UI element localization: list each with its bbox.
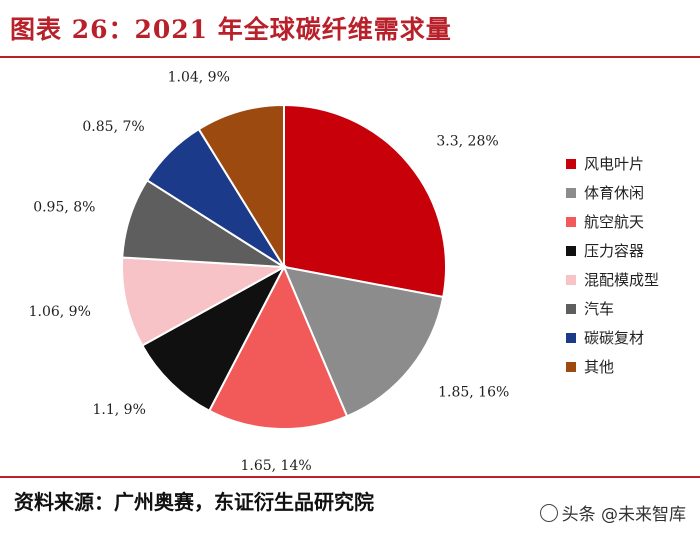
legend-swatch-7 [566, 362, 576, 372]
legend-swatch-5 [566, 304, 576, 314]
pie-slice-4 [121, 256, 288, 347]
chart-title: 图表 26：2021 年全球碳纤维需求量 [10, 15, 452, 44]
data-label-4: 1.06, 9% [29, 304, 91, 320]
legend-label-2: 航空航天 [584, 213, 644, 231]
source-note: 资料来源：广州奥赛，东证衍生品研究院 [14, 490, 374, 514]
data-label-1: 1.85, 16% [438, 384, 509, 400]
legend-swatch-1 [566, 188, 576, 198]
data-label-5: 0.95, 8% [33, 199, 95, 215]
watermark-text: 头条 @未来智库 [561, 505, 686, 525]
legend-label-3: 压力容器 [584, 242, 644, 260]
footer-divider [0, 476, 700, 478]
legend-label-7: 其他 [584, 358, 614, 376]
legend-label-1: 体育休闲 [584, 184, 644, 202]
data-label-6: 0.85, 7% [82, 119, 144, 135]
data-label-0: 3.3, 28% [436, 134, 498, 150]
pie-slice-2 [207, 264, 349, 430]
pie-chart: 3.3, 28% 1.85, 16% 1.65, 14% 1.1, 9% 1.06, 9… [29, 70, 659, 474]
pie-slice-3 [140, 264, 287, 413]
data-label-2: 1.65, 14% [240, 458, 311, 474]
data-label-3: 1.1, 9% [93, 402, 146, 418]
pie-slice-7 [197, 103, 285, 271]
legend-label-0: 风电叶片 [584, 155, 644, 173]
legend-swatch-6 [566, 333, 576, 343]
pie-slice-1 [282, 265, 445, 418]
watermark-logo-icon [539, 503, 558, 522]
data-label-7: 1.04, 9% [168, 70, 230, 86]
title-divider [0, 56, 700, 58]
legend-swatch-4 [566, 275, 576, 285]
legend-swatch-3 [566, 246, 576, 256]
watermark: 头条 @未来智库 [539, 500, 686, 525]
legend-label-6: 碳碳复材 [584, 329, 644, 347]
pie-slice-0 [283, 103, 447, 299]
legend-label-5: 汽车 [584, 300, 614, 318]
legend-swatch-0 [566, 159, 576, 169]
legend-swatch-2 [566, 217, 576, 227]
legend-label-4: 混配模成型 [584, 271, 659, 289]
